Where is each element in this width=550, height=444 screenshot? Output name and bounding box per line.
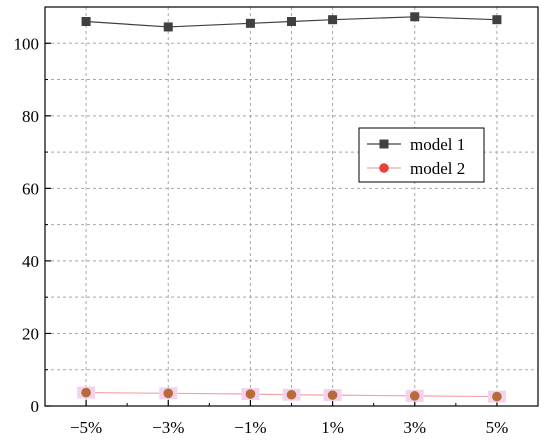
series-2-point [286, 389, 297, 400]
x-tick-label: 5% [486, 418, 509, 437]
x-tick-label: 3% [403, 418, 426, 437]
series-1-point [81, 17, 91, 27]
y-tick-label: 80 [22, 107, 39, 126]
series-1-point [245, 18, 255, 28]
series-1-point [492, 15, 502, 25]
legend-label-2: model 2 [410, 159, 465, 178]
series-layer [77, 12, 506, 403]
legend-marker-2 [379, 163, 389, 173]
legend-box [358, 127, 485, 183]
x-tick-label: −5% [70, 418, 102, 437]
legend-label-1: model 1 [410, 135, 465, 154]
x-tick-label: −3% [152, 418, 184, 437]
y-tick-label: 20 [22, 324, 39, 343]
series-2-point [81, 387, 91, 398]
series-2-point [163, 388, 174, 399]
series-1-point [287, 17, 296, 27]
legend-marker-1 [379, 139, 389, 149]
legend: model 1 model 2 [358, 127, 485, 183]
axes: 0 20 40 60 80 100 −5% −3% −1% 1% 3% 5% [14, 6, 539, 437]
series-2-point [245, 389, 256, 399]
x-tick-label: 1% [321, 418, 344, 437]
y-tick-label: 0 [31, 397, 40, 416]
series-1-point [410, 12, 420, 22]
series-1-point [163, 22, 173, 32]
series-2-point [327, 390, 338, 400]
series-2-point [492, 391, 502, 402]
y-tick-label: 40 [22, 252, 39, 271]
y-tick-label: 100 [14, 34, 40, 53]
series-1-point [328, 15, 338, 25]
series-2-point [409, 391, 420, 401]
grid [45, 7, 538, 406]
y-tick-label: 60 [22, 179, 39, 198]
x-tick-label: −1% [234, 418, 266, 437]
